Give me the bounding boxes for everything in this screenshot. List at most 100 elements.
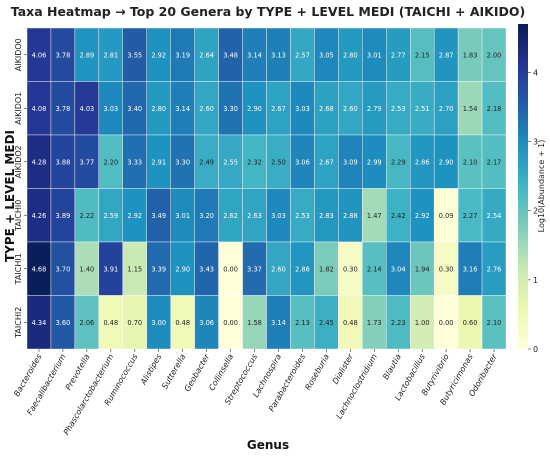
cell-value-label: 3.04 — [391, 265, 406, 273]
row-label: AIKIDO2 — [14, 145, 23, 178]
cell-value-label: 0.48 — [103, 319, 118, 327]
cell-value-label: 2.50 — [271, 158, 286, 166]
cell-value-label: 3.60 — [56, 319, 71, 327]
row-label: AIKIDO0 — [14, 38, 23, 71]
cell-value-label: 4.34 — [32, 319, 47, 327]
cell-value-label: 2.42 — [391, 212, 406, 220]
cell-value-label: 2.81 — [103, 51, 118, 59]
row-label: TAICHI1 — [14, 253, 23, 285]
cell-value-label: 3.06 — [199, 319, 214, 327]
cell-value-label: 0.00 — [439, 319, 454, 327]
cell-value-label: 2.60 — [343, 105, 358, 113]
cell-value-label: 2.92 — [151, 51, 166, 59]
cell-value-label: 4.03 — [80, 105, 95, 113]
cell-value-label: 4.68 — [32, 265, 47, 273]
colorbar-label: Log10(Abundance + 1) — [537, 140, 546, 233]
colorbar-tick-label: 4 — [533, 68, 538, 77]
cell-value-label: 3.49 — [151, 212, 166, 220]
cell-value-label: 2.80 — [343, 51, 358, 59]
cell-value-label: 3.55 — [127, 51, 142, 59]
cell-value-label: 2.80 — [151, 105, 166, 113]
colorbar-tick-label: 3 — [533, 138, 538, 147]
cell-value-label: 2.86 — [415, 158, 430, 166]
cell-value-label: 3.03 — [295, 105, 310, 113]
cell-value-label: 2.49 — [199, 158, 214, 166]
cell-value-label: 2.06 — [80, 319, 95, 327]
colorbar-tick-label: 1 — [533, 276, 538, 285]
cell-value-label: 2.76 — [487, 265, 502, 273]
row-labels: AIKIDO0 AIKIDO1 AIKIDO2 TAICHI0 TAICHI1 TAICH… — [14, 38, 27, 339]
cell-value-label: 1.58 — [247, 319, 262, 327]
cell-value-label: 0.30 — [343, 265, 358, 273]
column-label: Blautia — [381, 352, 403, 381]
cell-value-label: 1.54 — [463, 105, 478, 113]
cell-value-label: 2.68 — [319, 105, 334, 113]
cell-value-label: 2.54 — [487, 212, 502, 220]
cell-value-label: 2.55 — [223, 158, 238, 166]
cell-value-label: 2.15 — [415, 51, 430, 59]
cell-value-label: 3.05 — [319, 51, 334, 59]
cell-value-label: 2.77 — [391, 51, 406, 59]
row-label: TAICHI0 — [14, 200, 23, 232]
cell-value-label: 2.27 — [463, 212, 478, 220]
cell-value-label: 3.14 — [271, 319, 286, 327]
cell-value-label: 2.70 — [439, 105, 454, 113]
cell-value-label: 3.40 — [127, 105, 142, 113]
column-label: Dialister — [331, 352, 356, 386]
cell-value-label: 1.00 — [415, 319, 430, 327]
cell-value-label: 2.60 — [271, 265, 286, 273]
cell-value-label: 2.83 — [319, 212, 334, 220]
cell-value-label: 2.91 — [151, 158, 166, 166]
colorbar-ticks: 0 1 2 3 4 — [528, 68, 538, 354]
cell-value-label: 3.00 — [151, 319, 166, 327]
cell-value-label: 4.06 — [32, 51, 47, 59]
cell-value-label: 2.86 — [295, 265, 310, 273]
cell-value-label: 3.14 — [247, 51, 262, 59]
cell-value-label: 3.48 — [223, 51, 238, 59]
cell-value-label: 0.60 — [463, 319, 478, 327]
cell-value-label: 2.67 — [319, 158, 334, 166]
cell-value-label: 2.20 — [103, 158, 118, 166]
cell-value-label: 2.53 — [295, 212, 310, 220]
cell-value-label: 1.40 — [80, 265, 95, 273]
cell-value-label: 2.32 — [247, 158, 262, 166]
cell-value-label: 1.73 — [367, 319, 382, 327]
cell-value-label: 2.14 — [367, 265, 382, 273]
colorbar-tick-label: 2 — [533, 207, 538, 216]
column-labels: BacteroidesFaecalibacteriumPrevotellaPha… — [12, 349, 499, 437]
column-label: Sutterella — [160, 352, 187, 390]
cell-value-label: 3.16 — [463, 265, 478, 273]
cell-value-label: 2.23 — [391, 319, 406, 327]
cell-value-label: 2.10 — [463, 158, 478, 166]
cell-value-label: 3.89 — [56, 212, 71, 220]
colorbar-tick-label: 0 — [533, 345, 538, 354]
cell-value-label: 3.14 — [175, 105, 190, 113]
cell-value-label: 3.39 — [151, 265, 166, 273]
cell-value-label: 3.33 — [127, 158, 142, 166]
cell-value-label: 2.57 — [295, 51, 310, 59]
cell-value-label: 2.13 — [295, 319, 310, 327]
cell-value-label: 3.13 — [271, 51, 286, 59]
cell-value-label: 3.91 — [103, 265, 118, 273]
cell-value-label: 0.00 — [223, 319, 238, 327]
cell-value-label: 4.08 — [32, 105, 47, 113]
cell-value-label: 3.01 — [175, 212, 190, 220]
cell-value-label: 2.87 — [439, 51, 454, 59]
cell-value-label: 3.09 — [343, 158, 358, 166]
colorbar — [518, 24, 528, 349]
cell-value-label: 2.90 — [247, 105, 262, 113]
cell-value-label: 3.20 — [199, 212, 214, 220]
heatmap-cells: 4.06 3.78 2.89 2.81 3.55 2.92 3.19 2.64 3.48 3.14… — [26, 27, 507, 350]
cell-value-label: 3.03 — [271, 212, 286, 220]
cell-value-label: 3.01 — [367, 51, 382, 59]
cell-value-label: 2.00 — [487, 51, 502, 59]
cell-value-label: 2.79 — [367, 105, 382, 113]
cell-value-label: 2.90 — [439, 158, 454, 166]
cell-value-label: 2.53 — [391, 105, 406, 113]
cell-value-label: 2.10 — [487, 319, 502, 327]
cell-value-label: 2.92 — [415, 212, 430, 220]
cell-value-label: 4.26 — [32, 212, 47, 220]
cell-value-label: 3.43 — [199, 265, 214, 273]
cell-value-label: 2.60 — [199, 105, 214, 113]
cell-value-label: 1.47 — [367, 212, 382, 220]
